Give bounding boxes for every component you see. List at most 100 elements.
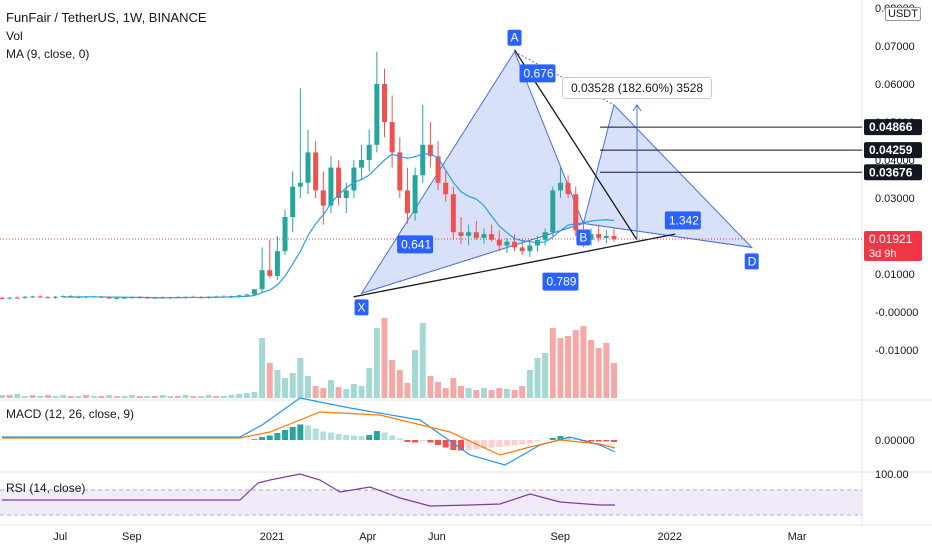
macd-signal-line — [2, 411, 616, 456]
volume-bar — [113, 396, 120, 398]
macd-histogram-bar — [396, 438, 403, 440]
volume-bar — [182, 395, 189, 398]
volume-bar — [480, 388, 487, 398]
macd-histogram-bar — [496, 440, 503, 447]
volume-bar — [259, 338, 266, 398]
macd-histogram-bar — [274, 433, 281, 440]
volume-bar — [404, 383, 411, 398]
macd-histogram-bar — [435, 440, 442, 445]
candle-body — [7, 297, 13, 299]
time-axis-label: Sep — [550, 531, 570, 543]
macd-histogram-bar — [595, 440, 602, 442]
volume-bar — [450, 378, 457, 398]
ratio-label-box — [542, 272, 579, 291]
symbol-title[interactable]: FunFair / TetherUS, 1W, BINANCE — [6, 10, 207, 25]
macd-histogram-bar — [465, 440, 472, 450]
level-tag-box — [864, 142, 922, 159]
volume-indicator-label[interactable]: Vol — [6, 29, 23, 43]
bar-countdown-label: 3d 9h — [869, 248, 897, 260]
candle-body — [397, 152, 403, 191]
candle-body — [489, 234, 495, 240]
pattern-point-d-marker — [744, 253, 759, 270]
volume-bar — [572, 330, 579, 398]
volume-bar — [588, 340, 595, 398]
macd-histogram-bar — [289, 427, 296, 440]
volume-bar — [396, 370, 403, 398]
macd-histogram-bar — [366, 435, 373, 440]
candle-body — [351, 167, 357, 191]
candle-body — [435, 156, 441, 183]
volume-bar — [503, 389, 510, 398]
rsi-indicator-label[interactable]: RSI (14, close) — [6, 481, 86, 495]
price-tick-label: -0.00000 — [875, 307, 918, 319]
volume-bar — [419, 323, 426, 398]
candle-body — [519, 247, 525, 252]
macd-histogram-bar — [412, 440, 419, 443]
macd-histogram-bar — [312, 428, 319, 440]
volume-bar — [389, 360, 396, 398]
volume-bar — [243, 393, 250, 398]
ratio-label-box — [664, 211, 701, 230]
macd-histogram-bar — [511, 440, 518, 446]
volume-bar — [136, 396, 143, 398]
ratio-label: 1.342 — [669, 213, 699, 227]
candle-body — [542, 232, 548, 240]
volume-bar — [129, 395, 136, 398]
candle-body — [259, 270, 265, 290]
volume-bar — [534, 358, 541, 398]
time-axis-label: Jul — [53, 531, 67, 543]
volume-bar — [496, 388, 503, 398]
volume-bar — [381, 318, 388, 398]
volume-bar — [327, 380, 334, 398]
candle-body — [274, 251, 280, 276]
macd-histogram-bar — [526, 440, 533, 443]
volume-bar — [549, 328, 556, 398]
candle-body — [382, 84, 387, 122]
macd-histogram-bar — [404, 440, 411, 442]
macd-histogram-bar — [305, 425, 311, 440]
candle-body — [267, 270, 273, 276]
candle-body — [557, 182, 563, 191]
candle-body — [343, 190, 349, 198]
price-tick-label: 0.03000 — [875, 193, 915, 205]
ma-indicator-label[interactable]: MA (9, close, 0) — [6, 47, 90, 61]
candle-body — [573, 194, 579, 231]
ratio-label: 0.641 — [401, 237, 431, 251]
candle-body — [512, 241, 518, 248]
volume-bar — [427, 376, 434, 398]
macd-tick-label: 0.00000 — [875, 435, 915, 447]
candle-body — [45, 297, 51, 299]
volume-bar — [174, 396, 181, 398]
volume-bar — [197, 396, 204, 398]
macd-indicator-label[interactable]: MACD (12, 26, close, 9) — [6, 407, 135, 421]
volume-bar — [435, 382, 442, 398]
macd-histogram-bar — [603, 440, 610, 442]
candle-body — [565, 182, 571, 195]
macd-histogram-bar — [427, 440, 434, 443]
macd-histogram-bar — [373, 431, 380, 440]
macd-histogram-bar — [549, 438, 556, 440]
candle-body — [60, 296, 66, 298]
macd-histogram-bar — [458, 440, 464, 451]
candle-body — [359, 160, 365, 168]
volume-bar — [220, 396, 227, 398]
macd-histogram-bar — [343, 435, 350, 440]
candle-body — [297, 182, 303, 187]
candle-body — [527, 245, 533, 252]
volume-bar — [152, 396, 158, 398]
volume-bar — [519, 386, 526, 398]
candle-body — [450, 194, 456, 233]
currency-badge[interactable]: USDT — [885, 7, 921, 21]
candle-body — [550, 190, 556, 233]
candle-body — [22, 296, 28, 298]
volume-bar — [83, 395, 90, 398]
candle-body — [596, 234, 602, 238]
ratio-label-box — [397, 235, 434, 254]
level-tag-box — [864, 164, 922, 181]
ma-line — [63, 153, 615, 299]
pattern-point-label: A — [511, 31, 519, 45]
level-tag-box — [864, 119, 922, 136]
volume-bar — [44, 395, 51, 398]
macd-histogram-bar — [251, 439, 258, 440]
